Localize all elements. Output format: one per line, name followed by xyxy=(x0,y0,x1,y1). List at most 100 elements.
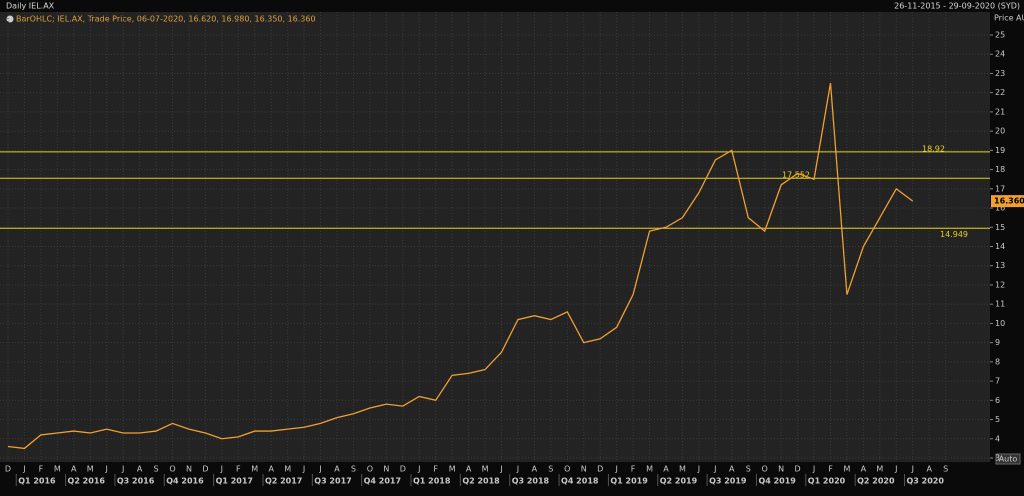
x-tick-label: S xyxy=(746,465,751,474)
x-tick-label: S xyxy=(351,465,356,474)
x-tick-label: F xyxy=(828,465,833,474)
y-tick-label: 7 xyxy=(995,377,1000,386)
y-tick-label: 12 xyxy=(995,280,1005,289)
quarter-label: Q1 2017 xyxy=(216,477,253,486)
quarter-label: Q4 2017 xyxy=(364,477,401,486)
quarter-label: Q3 2017 xyxy=(314,477,351,486)
x-tick-label: M xyxy=(54,465,61,474)
x-tick-label: S xyxy=(943,465,948,474)
x-tick-label: M xyxy=(87,465,94,474)
y-tick-label: 5 xyxy=(995,415,1000,424)
y-tick-label: 13 xyxy=(995,261,1005,270)
x-tick-label: M xyxy=(284,465,291,474)
y-tick-label: 11 xyxy=(995,300,1005,309)
x-tick-label: J xyxy=(499,465,502,474)
quarter-label: Q3 2018 xyxy=(512,477,550,486)
x-tick-label: J xyxy=(614,465,617,474)
x-tick-label: J xyxy=(220,465,223,474)
price-line xyxy=(7,82,914,450)
x-tick-label: J xyxy=(713,465,716,474)
x-tick-label: O xyxy=(169,465,175,474)
quarter-label: Q4 2019 xyxy=(758,477,796,486)
quarter-label: Q2 2020 xyxy=(857,477,895,486)
quarter-label: Q2 2017 xyxy=(265,477,302,486)
x-tick-label: N xyxy=(778,465,784,474)
quarter-label: Q2 2018 xyxy=(462,477,500,486)
x-tick-label: J xyxy=(516,465,519,474)
x-tick-label: N xyxy=(186,465,192,474)
x-tick-label: A xyxy=(729,465,735,474)
y-tick-label: 19 xyxy=(995,146,1005,155)
x-tick-label: M xyxy=(251,465,258,474)
x-tick-label: N xyxy=(383,465,389,474)
quarter-label: Q1 2020 xyxy=(808,477,846,486)
x-tick-label: M xyxy=(646,465,653,474)
x-tick-label: M xyxy=(679,465,686,474)
y-tick-label: 4 xyxy=(995,434,1000,443)
chart-title: Daily IEL.AX xyxy=(6,2,55,11)
quarter-label: Q3 2016 xyxy=(117,477,155,486)
y-tick-label: 17 xyxy=(995,184,1005,193)
x-tick-label: M xyxy=(876,465,883,474)
x-tick-label: F xyxy=(433,465,438,474)
y-axis-label: Price AUD xyxy=(994,14,1024,23)
y-tick-label: 8 xyxy=(995,357,1000,366)
y-tick-label: 3 xyxy=(995,454,1000,463)
x-tick-label: A xyxy=(466,465,472,474)
x-tick-label: D xyxy=(795,465,801,474)
x-tick-label: A xyxy=(71,465,77,474)
y-tick-label: 10 xyxy=(995,319,1005,328)
legend-text: BarOHLC; IEL.AX, Trade Price, 06-07-2020… xyxy=(16,15,316,24)
x-tick-label: M xyxy=(843,465,850,474)
y-tick-label: 22 xyxy=(995,88,1005,97)
y-tick-label: 23 xyxy=(995,69,1005,78)
quarter-label: Q3 2020 xyxy=(906,477,944,486)
x-tick-label: J xyxy=(812,465,815,474)
auto-button[interactable] xyxy=(995,453,1021,465)
quarter-label: Q4 2016 xyxy=(166,477,204,486)
x-tick-label: J xyxy=(121,465,124,474)
quarter-label: Q1 2018 xyxy=(413,477,451,486)
y-tick-label: 15 xyxy=(995,223,1005,232)
y-tick-label: 14 xyxy=(995,242,1005,251)
x-tick-label: S xyxy=(548,465,553,474)
quarter-label: Q2 2019 xyxy=(660,477,698,486)
x-tick-label: J xyxy=(105,465,108,474)
x-tick-label: J xyxy=(697,465,700,474)
x-tick-label: A xyxy=(926,465,932,474)
level-label: 14.949 xyxy=(940,230,968,239)
x-tick-label: J xyxy=(302,465,305,474)
date-range: 26-11-2015 - 29-09-2020 (SYD) xyxy=(894,2,1020,11)
x-tick-label: A xyxy=(137,465,143,474)
x-tick-label: J xyxy=(417,465,420,474)
x-tick-label: N xyxy=(581,465,587,474)
x-tick-label: A xyxy=(663,465,669,474)
quarter-label: Q1 2016 xyxy=(18,477,56,486)
quarter-label: Q4 2018 xyxy=(561,477,599,486)
x-tick-label: D xyxy=(5,465,11,474)
level-label: 18.92 xyxy=(922,144,945,153)
y-tick-label: 24 xyxy=(995,50,1005,59)
plot-area xyxy=(0,12,990,462)
x-tick-label: M xyxy=(449,465,456,474)
x-tick-label: F xyxy=(39,465,44,474)
auto-button-label[interactable]: Auto xyxy=(999,455,1018,464)
legend-icon[interactable] xyxy=(6,15,14,23)
last-price-label: 16.360 xyxy=(994,197,1024,206)
x-tick-label: J xyxy=(911,465,914,474)
last-price-tag xyxy=(991,195,1024,208)
x-tick-label: A xyxy=(334,465,340,474)
y-tick-label: 21 xyxy=(995,107,1005,116)
x-tick-label: A xyxy=(532,465,538,474)
x-tick-label: S xyxy=(154,465,159,474)
x-tick-label: J xyxy=(894,465,897,474)
y-tick-label: 20 xyxy=(995,127,1005,136)
quarter-label: Q2 2016 xyxy=(68,477,106,486)
x-tick-label: A xyxy=(268,465,274,474)
x-tick-label: F xyxy=(631,465,636,474)
x-tick-label: J xyxy=(22,465,25,474)
quarter-label: Q3 2019 xyxy=(709,477,747,486)
x-tick-label: F xyxy=(236,465,241,474)
